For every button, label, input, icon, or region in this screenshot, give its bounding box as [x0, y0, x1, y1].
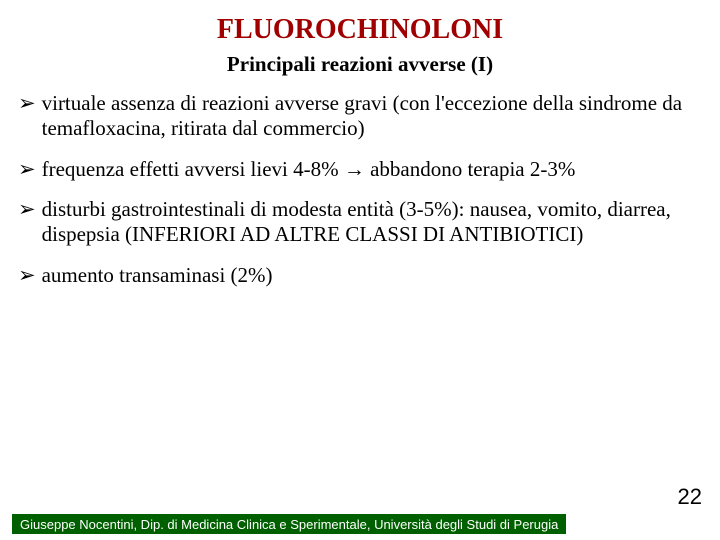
bullet-marker-icon: ➢: [18, 263, 36, 288]
bullet-list: ➢ virtuale assenza di reazioni avverse g…: [0, 91, 720, 288]
footer-text: Giuseppe Nocentini, Dip. di Medicina Cli…: [20, 517, 558, 532]
slide-title: FLUOROCHINOLONI: [0, 0, 720, 46]
bullet-item: ➢ aumento transaminasi (2%): [18, 263, 698, 288]
slide-subtitle: Principali reazioni avverse (I): [0, 46, 720, 91]
bullet-text: virtuale assenza di reazioni avverse gra…: [42, 91, 698, 141]
bullet-marker-icon: ➢: [18, 197, 36, 222]
page-number: 22: [678, 484, 702, 510]
bullet-item: ➢ frequenza effetti avversi lievi 4-8% →…: [18, 157, 698, 182]
footer-bar: Giuseppe Nocentini, Dip. di Medicina Cli…: [12, 514, 566, 534]
bullet-text: aumento transaminasi (2%): [42, 263, 698, 288]
bullet-text: frequenza effetti avversi lievi 4-8% → a…: [42, 157, 698, 182]
bullet-item: ➢ disturbi gastrointestinali di modesta …: [18, 197, 698, 247]
bullet-marker-icon: ➢: [18, 91, 36, 116]
bullet-marker-icon: ➢: [18, 157, 36, 182]
bullet-text: disturbi gastrointestinali di modesta en…: [42, 197, 698, 247]
bullet-item: ➢ virtuale assenza di reazioni avverse g…: [18, 91, 698, 141]
